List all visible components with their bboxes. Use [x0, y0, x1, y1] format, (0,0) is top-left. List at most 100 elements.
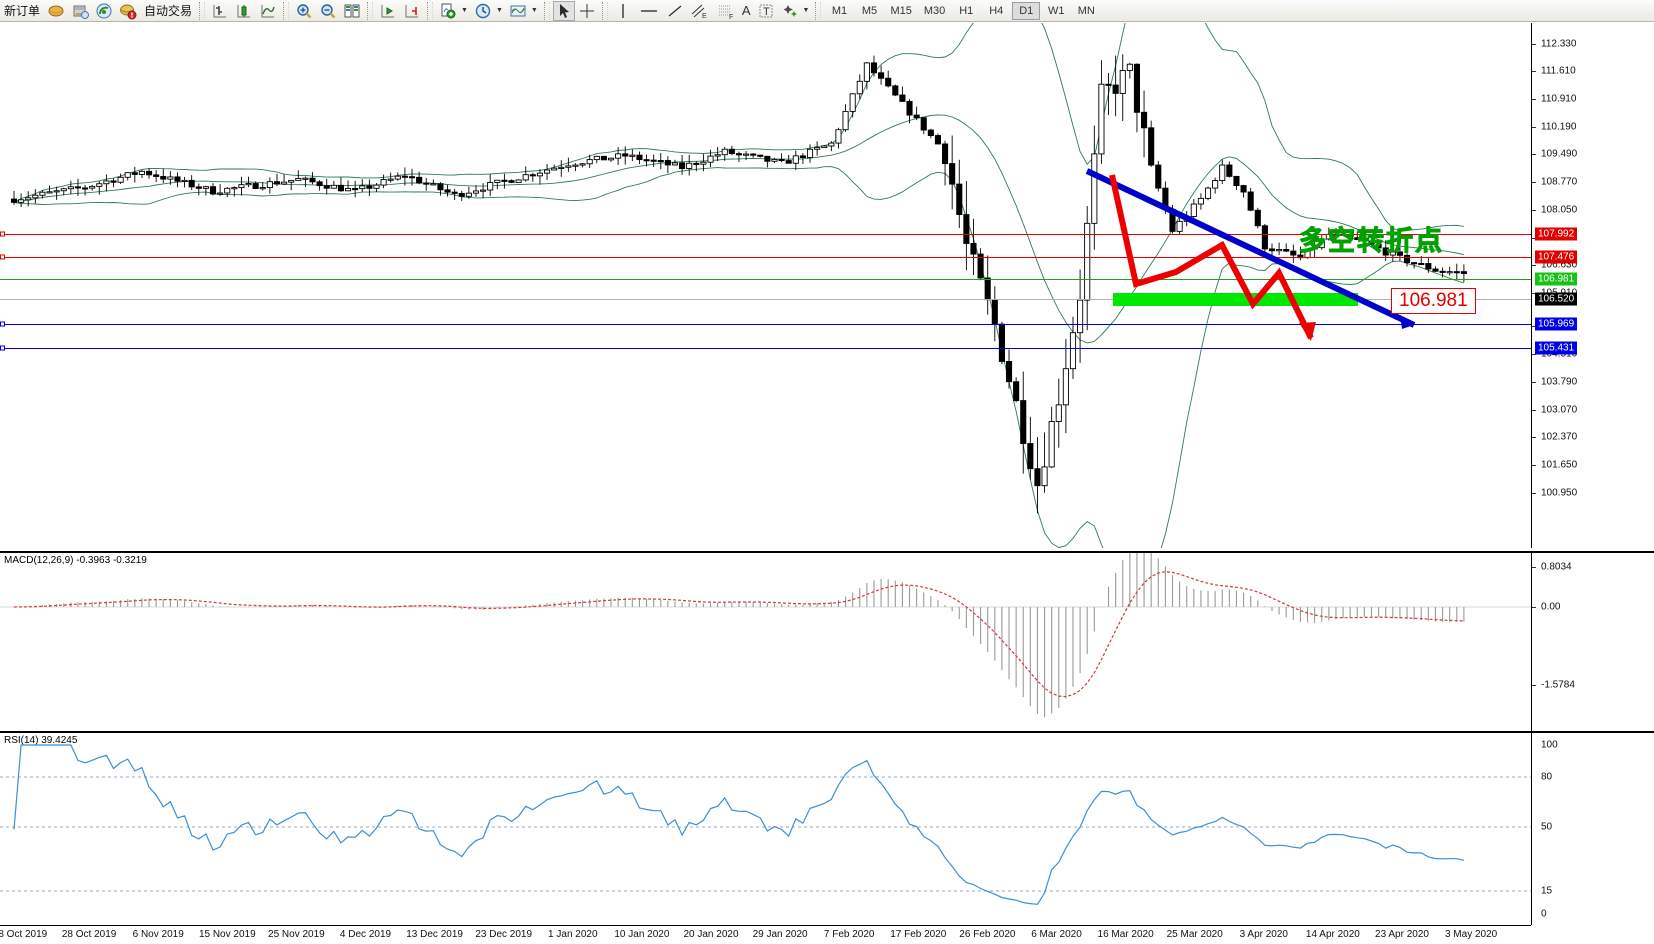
- candle-body: [870, 62, 878, 74]
- time-axis-label: 17 Feb 2020: [890, 929, 947, 940]
- macd-pane[interactable]: MACD(12,26,9) -0.3963 -0.3219 0.8034 0.0…: [0, 551, 1654, 731]
- timeframe-d1[interactable]: D1: [1012, 1, 1041, 20]
- price-tag-107-476[interactable]: 107.476: [1535, 250, 1578, 264]
- level-line-105-969[interactable]: [0, 324, 1531, 325]
- candle-body: [750, 153, 757, 156]
- candle-body: [892, 85, 899, 96]
- chevron-down-icon[interactable]: ▼: [461, 6, 468, 14]
- candle-body: [1091, 153, 1098, 224]
- vertical-line-icon[interactable]: [611, 1, 635, 21]
- timeframe-h1[interactable]: H1: [959, 4, 974, 17]
- candle-body: [1062, 368, 1069, 406]
- candle-body: [942, 143, 949, 165]
- candle-body: [906, 100, 913, 116]
- candle-body: [472, 190, 480, 194]
- crosshair-icon[interactable]: [575, 1, 599, 21]
- time-axis-label: 16 Mar 2020: [1097, 929, 1154, 940]
- timeframe-w1[interactable]: W1: [1048, 4, 1065, 17]
- candle-body: [288, 179, 295, 183]
- timeframe-clock-icon[interactable]: [471, 1, 495, 21]
- tile-windows-icon[interactable]: [340, 1, 364, 21]
- line-chart-icon[interactable]: [256, 1, 280, 21]
- cursor-icon[interactable]: [552, 0, 575, 21]
- turning-point-annotation[interactable]: 多空转折点: [1299, 226, 1444, 257]
- new-order-button[interactable]: 新订单: [4, 4, 41, 18]
- equidistant-channel-icon[interactable]: E: [687, 1, 713, 21]
- candle-body: [536, 172, 543, 177]
- candle-body: [295, 177, 302, 181]
- chevron-down-icon[interactable]: ▼: [802, 6, 810, 14]
- axis-label: 103.790: [1541, 376, 1578, 388]
- chart-shift-icon[interactable]: [376, 1, 400, 21]
- alert-icon[interactable]: [116, 1, 140, 21]
- level-line-106-520[interactable]: [0, 299, 1531, 300]
- time-axis-label: 13 Dec 2019: [406, 929, 463, 940]
- candle-body: [10, 198, 18, 203]
- fibonacci-icon[interactable]: F: [713, 1, 739, 21]
- zoom-in-icon[interactable]: [292, 1, 316, 21]
- level-line-107-992[interactable]: [0, 234, 1531, 235]
- candle-body: [408, 176, 416, 179]
- level-line-105-431[interactable]: [0, 348, 1531, 349]
- candle-body: [586, 159, 593, 165]
- timeframe-mn[interactable]: MN: [1077, 4, 1095, 17]
- candle-body: [494, 179, 501, 183]
- horizontal-line-icon[interactable]: [635, 1, 663, 21]
- candle-body: [579, 163, 586, 166]
- level-handle-105-431[interactable]: [0, 345, 5, 351]
- level-handle-105-969[interactable]: [0, 321, 5, 327]
- timeframe-m1[interactable]: M1: [831, 4, 848, 17]
- price-pane[interactable]: 多空转折点 106.981 112.330 111.610 110.910 11…: [0, 23, 1654, 548]
- candle-body: [771, 158, 778, 162]
- chevron-down-icon[interactable]: ▼: [495, 6, 503, 14]
- candle-body: [693, 162, 700, 165]
- signals-icon[interactable]: [92, 1, 116, 21]
- candle-body: [1212, 180, 1219, 189]
- zoom-out-icon[interactable]: [316, 1, 340, 21]
- candle-body: [160, 176, 167, 180]
- rsi-pane[interactable]: RSI(14) 39.4245 100 80 50 15 0: [0, 731, 1654, 925]
- support-zone-highlight[interactable]: [1113, 293, 1358, 306]
- candle-body: [1411, 262, 1418, 265]
- auto-scroll-icon[interactable]: [400, 1, 424, 21]
- candle-body: [863, 62, 870, 82]
- level-handle-107-992[interactable]: [0, 231, 5, 237]
- timeframe-h4[interactable]: H4: [989, 4, 1004, 17]
- timeframe-m30[interactable]: M30: [923, 4, 946, 17]
- candlestick-chart-icon[interactable]: [232, 1, 256, 21]
- candle-body: [828, 142, 835, 147]
- bar-chart-icon[interactable]: [44, 1, 68, 21]
- cloud-upload-icon[interactable]: [68, 1, 92, 21]
- new-chart-icon[interactable]: [436, 1, 460, 21]
- axis-label: 110.910: [1541, 93, 1577, 105]
- candle-body: [74, 186, 82, 189]
- price-tag-107-992[interactable]: 107.992: [1535, 227, 1578, 241]
- bar-chart-type-icon[interactable]: [208, 1, 232, 21]
- candle-body: [622, 153, 629, 157]
- drawing-objects-canvas[interactable]: [0, 23, 1531, 548]
- text-label-icon[interactable]: T: [754, 1, 778, 21]
- level-handle-107-476[interactable]: [0, 254, 5, 260]
- price-label-annotation[interactable]: 106.981: [1391, 288, 1476, 314]
- trend-line-icon[interactable]: [663, 1, 687, 21]
- timeframe-m15[interactable]: M15: [890, 4, 912, 17]
- bollinger-middle-line: [13, 114, 1465, 344]
- candle-body: [437, 183, 444, 191]
- price-tag-106-981[interactable]: 106.981: [1535, 272, 1578, 286]
- time-axis[interactable]: 18 Oct 2019 28 Oct 2019 6 Nov 2019 15 Nov 2…: [0, 925, 1531, 944]
- text-icon[interactable]: A: [741, 3, 751, 18]
- level-line-106-981[interactable]: [0, 279, 1531, 280]
- timeframe-m5[interactable]: M5: [861, 4, 878, 17]
- rsi-axis[interactable]: 100 80 50 15 0: [1531, 733, 1654, 925]
- macd-signal: [13, 571, 1464, 698]
- auto-trading-button[interactable]: 自动交易: [144, 4, 193, 18]
- chevron-down-icon[interactable]: ▼: [530, 6, 538, 14]
- objects-icon[interactable]: [778, 1, 802, 21]
- price-tag-105-431[interactable]: 105.431: [1535, 341, 1578, 355]
- price-axis[interactable]: 112.330 111.610 110.910 110.190 109.490 …: [1531, 23, 1654, 548]
- price-tag-105-969[interactable]: 105.969: [1535, 317, 1578, 331]
- level-line-107-476[interactable]: [0, 257, 1531, 258]
- indicators-icon[interactable]: [506, 1, 530, 21]
- macd-axis[interactable]: 0.8034 0.00 -1.5784: [1531, 553, 1654, 731]
- candle-body: [231, 187, 238, 190]
